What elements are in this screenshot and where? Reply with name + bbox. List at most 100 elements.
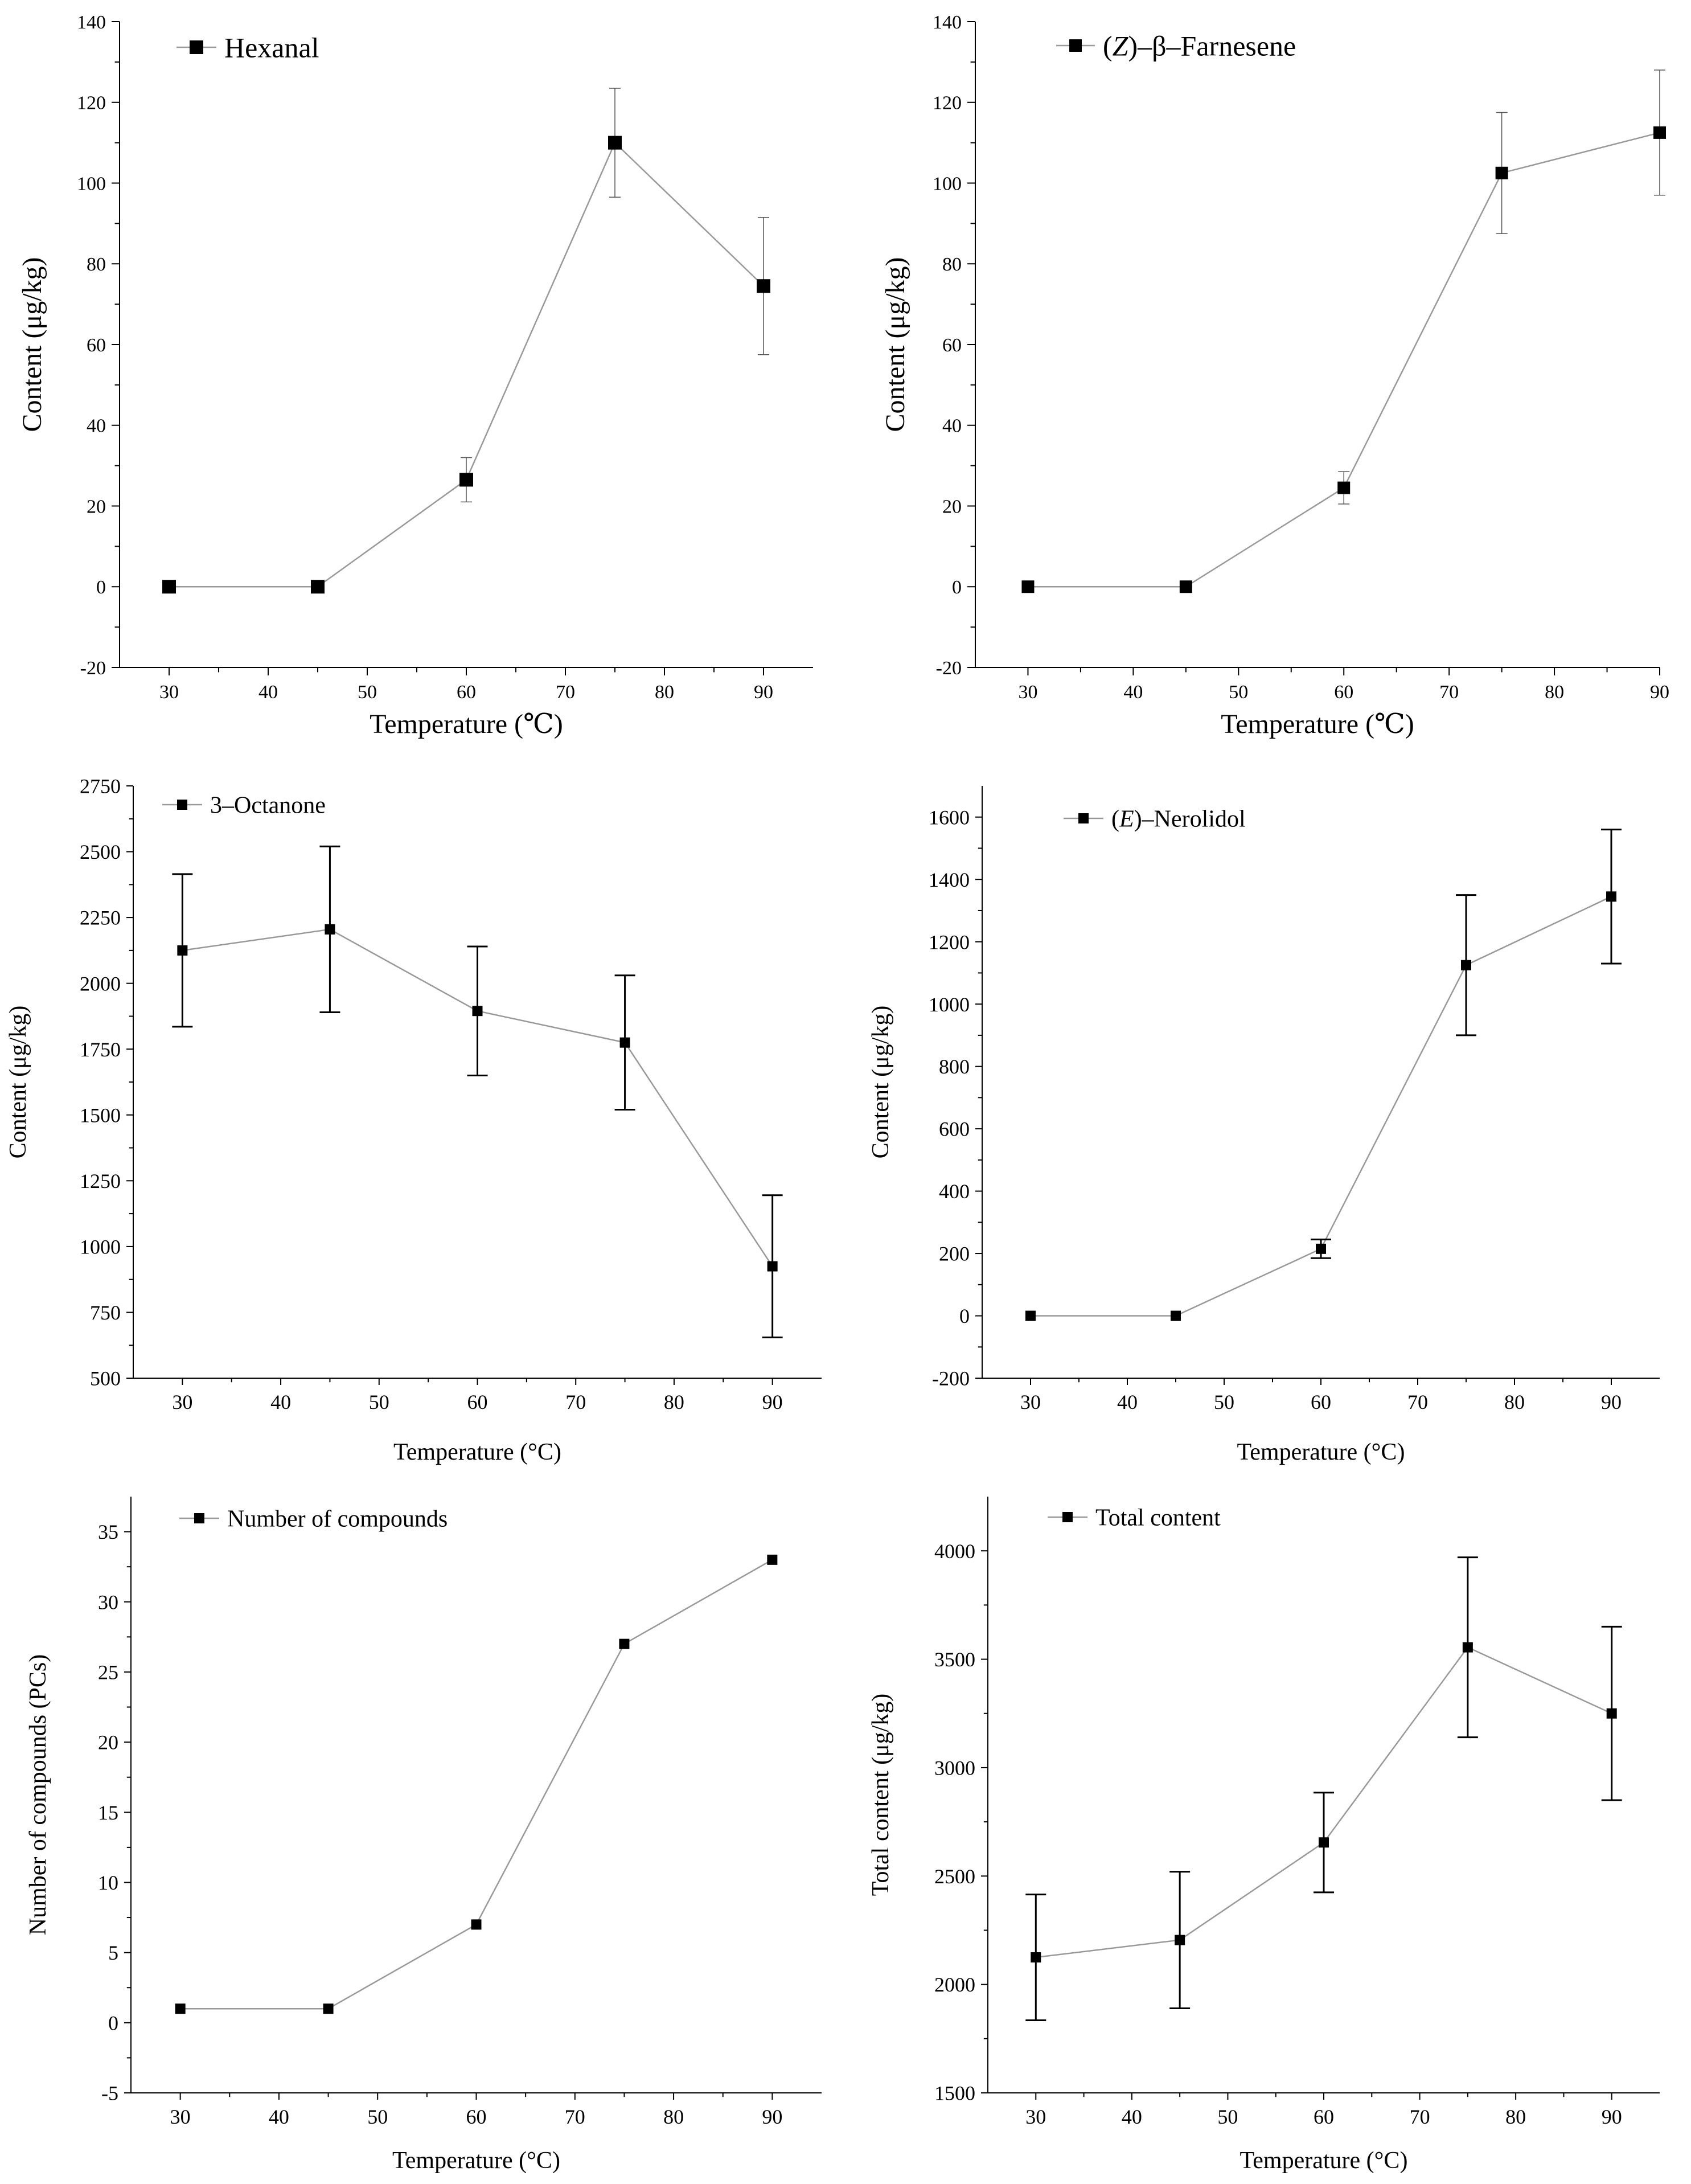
x-tick-label: 50 <box>369 1391 389 1413</box>
data-point <box>608 136 622 150</box>
x-tick-label: 60 <box>1314 2105 1334 2128</box>
x-tick-label: 90 <box>762 2105 782 2128</box>
y-tick-label: 0 <box>96 577 106 598</box>
y-tick-label: 20 <box>87 496 106 517</box>
y-tick-label: 0 <box>108 2011 118 2034</box>
x-axis-title: Temperature (°C) <box>1237 1439 1405 1465</box>
legend-marker <box>1062 1512 1073 1522</box>
x-tick-label: 90 <box>1602 2105 1622 2128</box>
data-point <box>1337 481 1351 494</box>
x-tick-label: 80 <box>1504 1391 1525 1413</box>
x-tick-label: 50 <box>1214 1391 1234 1413</box>
x-tick-label: 90 <box>1650 682 1669 703</box>
data-point <box>1316 1243 1326 1254</box>
y-tick-label: 15 <box>98 1801 118 1824</box>
x-tick-label: 50 <box>367 2105 388 2128</box>
data-point <box>1171 1310 1181 1321</box>
y-tick-label: 0 <box>959 1305 970 1327</box>
data-point <box>1025 1310 1036 1321</box>
chart-farnesene: -20 0 20 40 60 80 100 120 140 30 40 50 60 70 80 90 Tempe… <box>880 12 1669 739</box>
y-tick-label: 140 <box>77 12 106 33</box>
y-tick-label: 1200 <box>929 931 970 953</box>
y-axis-title: Content (μg/kg) <box>868 1006 894 1159</box>
y-tick-label: 60 <box>942 335 962 356</box>
x-tick-label: 80 <box>1505 2105 1526 2128</box>
y-tick-label: 30 <box>98 1591 118 1613</box>
data-point <box>619 1037 630 1048</box>
y-tick-label: 1600 <box>929 806 970 829</box>
x-tick-label: 30 <box>1025 2105 1046 2128</box>
x-tick-label: 70 <box>1439 682 1459 703</box>
series-line <box>1028 132 1660 588</box>
y-tick-label: -20 <box>80 658 106 679</box>
x-tick-label: 40 <box>1123 682 1143 703</box>
x-tick-label: 60 <box>467 1391 488 1413</box>
x-tick-label: 60 <box>1334 682 1353 703</box>
data-point <box>323 2003 334 2014</box>
data-point <box>767 1261 778 1272</box>
y-tick-label: 2250 <box>80 907 121 929</box>
y-tick-label: 20 <box>98 1731 118 1754</box>
data-point <box>767 1554 778 1565</box>
y-tick-label: 35 <box>98 1521 118 1543</box>
x-tick-label: 30 <box>170 2105 191 2128</box>
x-tick-label: 40 <box>270 1391 291 1413</box>
data-point <box>1653 126 1666 139</box>
y-tick-label: 800 <box>939 1055 970 1078</box>
data-point <box>1495 166 1508 179</box>
x-tick-label: 70 <box>1407 1391 1428 1413</box>
x-axis-title: Temperature (℃) <box>370 709 563 739</box>
y-tick-label: 60 <box>87 335 106 356</box>
y-tick-label: 200 <box>939 1243 970 1265</box>
data-point <box>459 473 473 487</box>
x-tick-label: 50 <box>358 682 377 703</box>
y-tick-label: -5 <box>101 2082 118 2105</box>
x-tick-label: 30 <box>159 682 179 703</box>
legend-marker <box>190 40 203 54</box>
legend-marker <box>1078 813 1089 823</box>
data-point <box>472 1006 483 1017</box>
y-tick-label: 1000 <box>80 1235 121 1258</box>
y-tick-label: 2500 <box>80 841 121 863</box>
x-axis-title: Temperature (℃) <box>1221 709 1414 739</box>
y-tick-label: 4000 <box>934 1540 975 1563</box>
x-tick-label: 40 <box>1117 1391 1138 1413</box>
y-tick-label: 1000 <box>929 993 970 1016</box>
data-point <box>1606 891 1616 902</box>
chart-nerolidol: -200 0 200 400 600 800 1000 1200 1400 1600 30 40 50 6… <box>868 786 1660 1465</box>
data-point <box>175 2003 186 2014</box>
data-point <box>325 924 335 935</box>
y-tick-label: 10 <box>98 1871 118 1894</box>
y-tick-label: 500 <box>90 1367 121 1390</box>
legend-label: (Z)–β–Farnesene <box>1103 30 1296 62</box>
y-tick-label: 40 <box>942 416 962 437</box>
x-tick-label: 40 <box>258 682 278 703</box>
data-point <box>311 580 325 594</box>
y-tick-label: 25 <box>98 1661 118 1684</box>
x-tick-label: 90 <box>762 1391 783 1413</box>
y-tick-label: 0 <box>952 577 962 598</box>
y-tick-label: 1750 <box>80 1038 121 1061</box>
y-tick-label: 140 <box>933 12 962 33</box>
x-tick-label: 30 <box>172 1391 192 1413</box>
y-tick-label: 3500 <box>934 1648 975 1671</box>
data-point <box>1319 1837 1329 1848</box>
chart-hexanal: -20 0 20 40 60 80 100 120 140 30 40 50 60 70 80 90 Tempe… <box>17 12 813 739</box>
x-axis-title: Temperature (°C) <box>392 2148 560 2174</box>
chart-compounds: -5 0 5 10 15 20 25 30 35 30 40 50 60 70 80 90 Temperatur… <box>25 1497 822 2174</box>
y-axis-title: Number of compounds (PCs) <box>25 1654 51 1935</box>
y-tick-label: 2000 <box>80 972 121 995</box>
y-tick-label: 100 <box>77 173 106 194</box>
y-tick-label: -20 <box>936 658 962 679</box>
y-tick-label: 600 <box>939 1118 970 1141</box>
y-tick-label: 80 <box>942 254 962 275</box>
y-tick-label: 100 <box>933 173 962 194</box>
series-line <box>180 1559 773 2010</box>
y-axis-title: Total content (μg/kg) <box>868 1694 894 1896</box>
y-tick-label: -200 <box>932 1367 970 1390</box>
x-tick-label: 80 <box>1545 682 1564 703</box>
x-tick-label: 80 <box>655 682 674 703</box>
x-tick-label: 80 <box>664 1391 684 1413</box>
x-tick-label: 60 <box>466 2105 487 2128</box>
